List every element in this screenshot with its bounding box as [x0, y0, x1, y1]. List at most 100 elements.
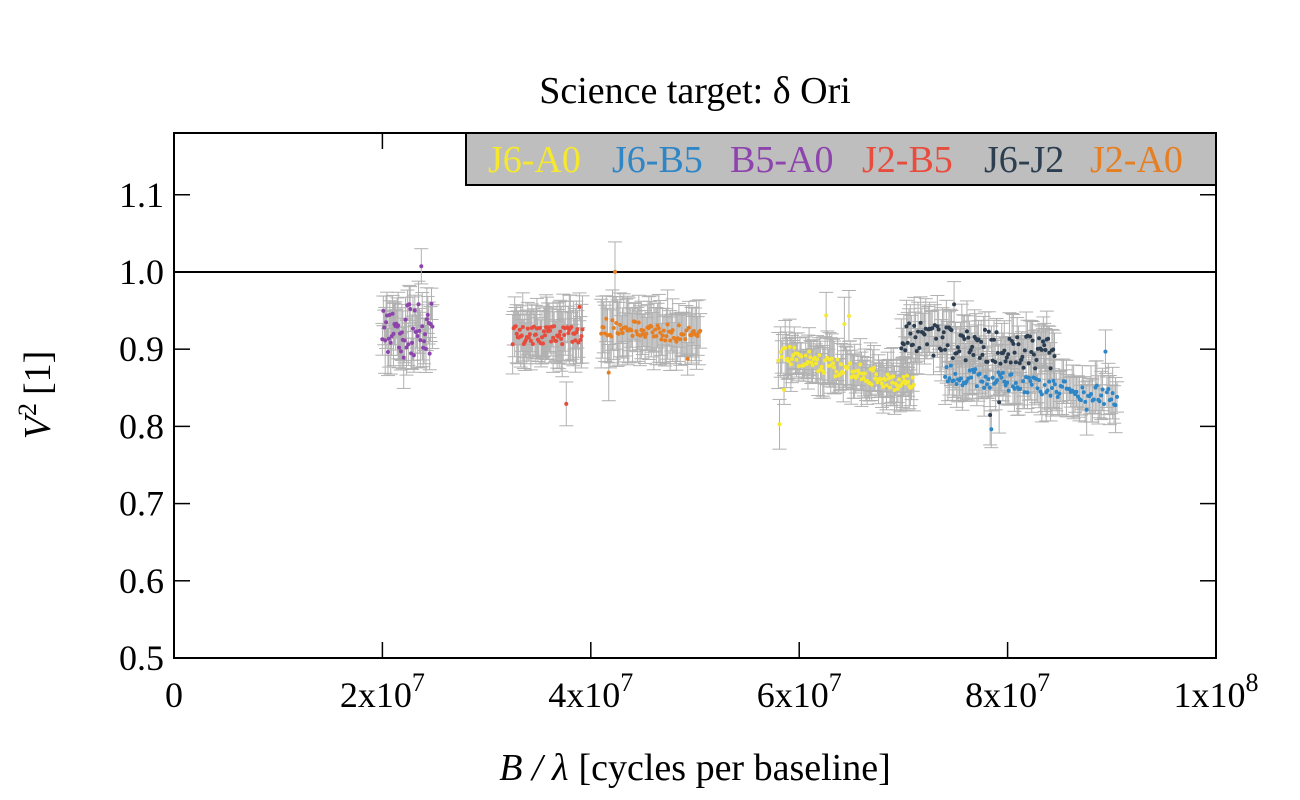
point-j6-b5 [974, 384, 979, 389]
point-j6-b5 [948, 363, 953, 368]
point-j2-a0 [606, 370, 611, 375]
point-j6-b5 [1036, 378, 1041, 383]
point-j6-j2 [952, 302, 957, 307]
point-j6-a0 [884, 383, 889, 388]
point-j2-a0 [659, 337, 664, 342]
point-j6-a0 [885, 372, 890, 377]
data-points [380, 264, 1120, 432]
x-tick-exponent: 7 [412, 668, 425, 697]
point-j2-b5 [554, 339, 559, 344]
point-j2-a0 [663, 338, 668, 343]
point-j6-j2 [1016, 342, 1021, 347]
point-j6-b5 [1000, 370, 1005, 375]
y-tick-label: 0.5 [119, 638, 164, 678]
point-j2-a0 [674, 339, 679, 344]
point-j6-j2 [1021, 365, 1026, 370]
x-tick-label: 2x107 [340, 668, 425, 715]
point-j6-b5 [1013, 380, 1018, 385]
legend-item-j2-a0: J2-A0 [1090, 139, 1183, 181]
y-axis-label-var: V [17, 412, 59, 439]
point-j6-j2 [943, 347, 948, 352]
point-j6-b5 [1094, 383, 1099, 388]
point-j2-b5 [569, 325, 574, 330]
x-tick-exponent: 7 [829, 668, 842, 697]
point-j6-b5 [1025, 390, 1030, 395]
point-b5-a0 [419, 264, 424, 269]
point-j6-a0 [894, 383, 899, 388]
point-j6-j2 [922, 332, 927, 337]
point-j2-a0 [643, 334, 648, 339]
point-j6-j2 [925, 342, 930, 347]
point-j6-b5 [1018, 386, 1023, 391]
legend-item-j6-a0: J6-A0 [488, 139, 581, 181]
point-j2-b5 [573, 338, 578, 343]
point-j6-b5 [945, 379, 950, 384]
point-b5-a0 [403, 317, 408, 322]
point-j6-b5 [1057, 391, 1062, 396]
point-j6-b5 [1045, 388, 1050, 393]
point-j6-b5 [1048, 393, 1053, 398]
point-j6-j2 [904, 324, 909, 329]
point-j6-a0 [821, 370, 826, 375]
point-j2-b5 [543, 333, 548, 338]
point-j6-j2 [934, 336, 939, 341]
point-j6-j2 [1002, 348, 1007, 353]
point-j6-j2 [1033, 366, 1038, 371]
point-b5-a0 [382, 325, 387, 330]
point-j6-a0 [910, 375, 915, 380]
point-j6-a0 [824, 313, 829, 318]
point-j6-j2 [970, 344, 975, 349]
point-j2-b5 [552, 324, 557, 329]
point-j6-j2 [945, 343, 950, 348]
point-j2-b5 [579, 334, 584, 339]
point-j2-b5 [580, 327, 585, 332]
point-j6-a0 [857, 371, 862, 376]
point-j6-b5 [944, 365, 949, 370]
point-j6-a0 [862, 371, 867, 376]
point-j6-a0 [788, 362, 793, 367]
point-j6-b5 [1060, 384, 1065, 389]
point-j2-a0 [683, 337, 688, 342]
point-j6-j2 [899, 346, 904, 351]
legend-item-j6-j2: J6-J2 [984, 139, 1064, 181]
point-j2-b5 [510, 342, 515, 347]
point-j6-a0 [852, 369, 857, 374]
point-b5-a0 [406, 342, 411, 347]
point-j6-a0 [787, 344, 792, 349]
point-j2-a0 [640, 332, 645, 337]
point-j2-a0 [609, 334, 614, 339]
x-tick-label: 1x108 [1174, 668, 1259, 715]
point-j6-j2 [957, 349, 962, 354]
point-j6-b5 [1113, 403, 1118, 408]
legend: J6-A0 J6-B5 B5-A0 J2-B5 J6-J2 J2-A0 [465, 132, 1217, 186]
point-j6-a0 [883, 377, 888, 382]
point-b5-a0 [383, 338, 388, 343]
point-j2-b5 [577, 304, 582, 309]
point-j6-j2 [995, 350, 1000, 355]
point-j6-b5 [1028, 379, 1033, 384]
point-j6-j2 [1029, 350, 1034, 355]
point-j6-a0 [829, 356, 834, 361]
point-j6-a0 [807, 349, 812, 354]
point-j6-j2 [935, 324, 940, 329]
point-j2-a0 [689, 333, 694, 338]
point-j2-b5 [531, 324, 536, 329]
point-j6-j2 [980, 352, 985, 357]
point-j6-a0 [776, 358, 781, 363]
point-j6-a0 [901, 374, 906, 379]
point-j2-b5 [551, 335, 556, 340]
y-axis-label: V2 [1] [13, 351, 59, 440]
point-j6-b5 [1103, 349, 1108, 354]
point-j6-j2 [930, 326, 935, 331]
point-j6-b5 [999, 375, 1004, 380]
point-j2-a0 [676, 323, 681, 328]
point-j6-j2 [1028, 334, 1033, 339]
point-j2-a0 [658, 330, 663, 335]
point-j6-a0 [833, 374, 838, 379]
point-j2-b5 [533, 332, 538, 337]
point-b5-a0 [410, 340, 415, 345]
point-j6-j2 [936, 327, 941, 332]
point-j6-j2 [913, 335, 918, 340]
point-j6-b5 [1102, 401, 1107, 406]
point-j6-a0 [819, 364, 824, 369]
